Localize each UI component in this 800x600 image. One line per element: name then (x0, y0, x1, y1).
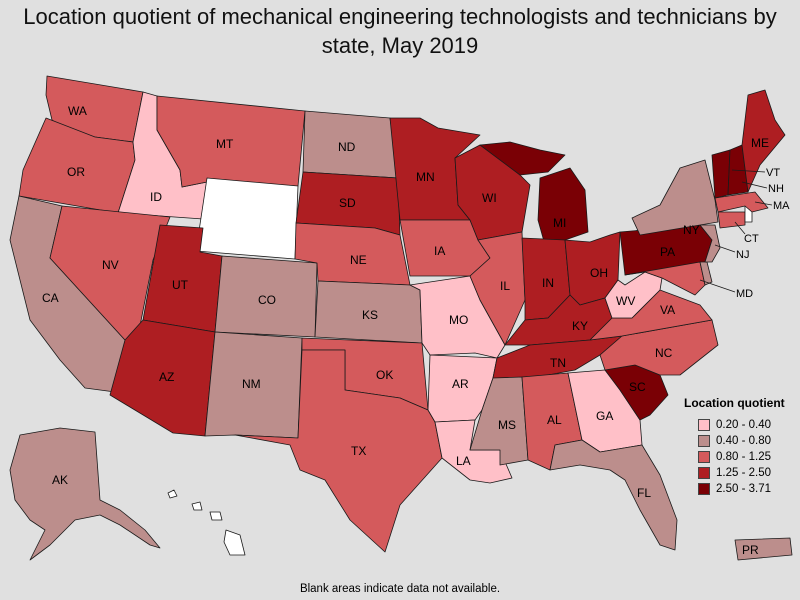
state-label-oh: OH (590, 266, 608, 280)
state-label-ky: KY (572, 319, 588, 333)
state-label-wi: WI (482, 191, 497, 205)
legend-swatch (698, 435, 710, 447)
state-label-ia: IA (434, 244, 445, 258)
state-label-pr: PR (742, 543, 759, 557)
state-label-al: AL (547, 413, 562, 427)
state-label-va: VA (660, 303, 675, 317)
callout-line-md (699, 279, 736, 293)
state-label-fl: FL (637, 486, 651, 500)
state-label-ut: UT (172, 278, 189, 292)
state-fl[interactable] (549, 439, 678, 551)
legend-swatch (698, 451, 710, 463)
state-ma[interactable] (714, 191, 769, 213)
state-mi[interactable] (537, 167, 589, 246)
state-label-tn: TN (550, 356, 566, 370)
legend: Location quotient 0.20 - 0.40 0.40 - 0.8… (684, 396, 800, 497)
legend-item: 0.20 - 0.40 (684, 417, 800, 433)
legend-label: 1.25 - 2.50 (716, 467, 771, 479)
footnote: Blank areas indicate data not available. (299, 583, 501, 595)
state-label-ms: MS (498, 418, 516, 432)
state-ct[interactable] (717, 211, 746, 229)
state-label-ca: CA (42, 291, 59, 305)
legend-label: 0.20 - 0.40 (716, 419, 771, 431)
state-hi[interactable] (167, 489, 246, 556)
state-label-ga: GA (596, 409, 613, 423)
state-label-tx: TX (351, 444, 366, 458)
state-label-ct: CT (744, 233, 759, 245)
state-label-wa: WA (68, 104, 87, 118)
state-label-mt: MT (216, 137, 234, 151)
state-nj[interactable] (699, 224, 721, 263)
state-label-nv: NV (102, 258, 119, 272)
legend-title: Location quotient (684, 396, 785, 410)
state-label-az: AZ (159, 370, 174, 384)
legend-item: 2.50 - 3.71 (684, 481, 800, 497)
state-mi-upper[interactable] (479, 141, 566, 176)
legend-swatch (698, 467, 710, 479)
state-label-co: CO (258, 293, 276, 307)
state-tx[interactable] (234, 349, 443, 553)
callout-line-ma (754, 201, 773, 206)
state-label-nj: NJ (736, 249, 749, 261)
callout-line-nj (714, 244, 736, 253)
state-label-in: IN (542, 276, 554, 290)
callout-line-nh (741, 181, 768, 189)
callout-line-ct (734, 221, 746, 235)
state-label-pa: PA (660, 245, 675, 259)
state-label-nd: ND (338, 140, 356, 154)
state-label-mi: MI (553, 216, 566, 230)
legend-item: 0.80 - 1.25 (684, 449, 800, 465)
legend-swatch (698, 419, 710, 431)
state-label-nh: NH (768, 183, 784, 195)
state-vt[interactable] (711, 149, 731, 199)
legend-label: 2.50 - 3.71 (716, 483, 771, 495)
state-label-or: OR (67, 165, 85, 179)
state-me[interactable] (741, 89, 786, 193)
legend-swatch (698, 483, 710, 495)
state-la[interactable] (434, 419, 513, 484)
state-label-md: MD (736, 288, 753, 300)
state-ak[interactable] (9, 427, 161, 561)
state-mt[interactable] (156, 95, 306, 188)
state-ny[interactable] (631, 159, 719, 236)
state-label-ks: KS (362, 308, 378, 322)
legend-label: 0.80 - 1.25 (716, 451, 771, 463)
callout-line-vt (731, 169, 766, 173)
state-label-ny: NY (683, 223, 700, 237)
state-label-mo: MO (449, 313, 468, 327)
state-label-nm: NM (242, 377, 261, 391)
state-label-wv: WV (616, 294, 635, 308)
state-label-ne: NE (350, 253, 367, 267)
legend-item: 0.40 - 0.80 (684, 433, 800, 449)
state-label-il: IL (500, 279, 510, 293)
state-label-vt: VT (766, 167, 780, 179)
state-label-mn: MN (416, 170, 435, 184)
state-label-sc: SC (629, 380, 646, 394)
legend-item: 1.25 - 2.50 (684, 465, 800, 481)
state-label-sd: SD (339, 196, 356, 210)
state-label-nc: NC (655, 346, 673, 360)
map-title: Location quotient of mechanical engineer… (23, 4, 777, 58)
state-label-ma: MA (773, 200, 790, 212)
state-label-ok: OK (376, 368, 393, 382)
state-label-ak: AK (52, 473, 68, 487)
legend-label: 0.40 - 0.80 (716, 435, 771, 447)
state-label-id: ID (150, 190, 162, 204)
state-wy[interactable] (195, 177, 299, 260)
state-pr[interactable] (734, 537, 793, 561)
state-label-me: ME (751, 136, 769, 150)
state-label-la: LA (456, 454, 471, 468)
state-label-ar: AR (452, 377, 469, 391)
